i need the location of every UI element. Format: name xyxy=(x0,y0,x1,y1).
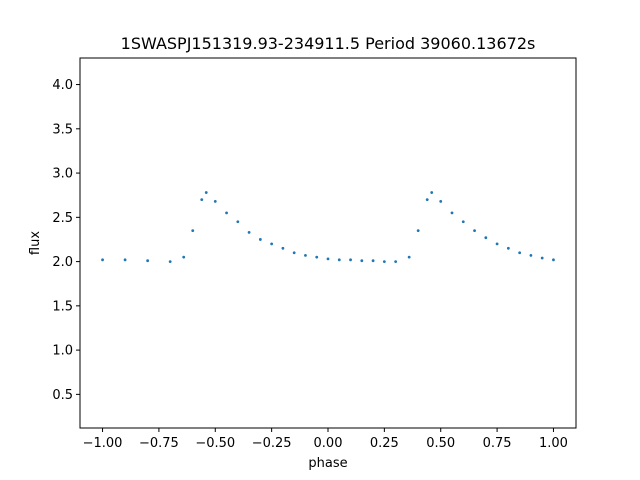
data-point xyxy=(292,251,296,255)
x-tick-label: 0.75 xyxy=(483,436,512,451)
x-tick-label: −0.75 xyxy=(139,436,179,451)
x-tick-label: 0.50 xyxy=(426,436,455,451)
data-point xyxy=(450,211,454,215)
data-point xyxy=(270,242,274,246)
data-point xyxy=(473,229,476,233)
x-axis-ticks: −1.00 −0.75 −0.50 −0.25 0.00 0.25 0.50 0.75 1.00 xyxy=(83,428,568,451)
data-point xyxy=(439,200,443,203)
data-point xyxy=(529,253,533,257)
data-point xyxy=(326,257,330,261)
data-point xyxy=(371,259,375,263)
data-point xyxy=(360,259,364,263)
data-point xyxy=(146,259,150,263)
chart-title: 1SWASPJ151319.93-234911.5 Period 39060.1… xyxy=(121,34,536,53)
data-point xyxy=(416,229,420,233)
data-point xyxy=(382,260,386,263)
data-point xyxy=(200,198,204,202)
data-point xyxy=(204,191,208,194)
data-point xyxy=(281,246,285,250)
data-point xyxy=(182,255,186,259)
data-point xyxy=(540,256,544,260)
data-point xyxy=(518,251,522,255)
data-point xyxy=(213,200,217,203)
data-point xyxy=(349,258,352,262)
data-point xyxy=(168,260,172,263)
y-axis-ticks: 0.5 1.0 1.5 2.0 2.5 3.0 3.5 4.0 xyxy=(52,78,80,403)
data-point xyxy=(258,238,262,241)
x-tick-label: −1.00 xyxy=(83,436,123,451)
y-tick-label: 2.5 xyxy=(52,211,73,226)
scatter-points xyxy=(101,191,555,263)
data-point xyxy=(123,258,127,262)
y-tick-label: 3.5 xyxy=(52,122,73,137)
data-point xyxy=(495,242,499,246)
data-point xyxy=(430,191,434,194)
data-point xyxy=(506,246,510,250)
data-point xyxy=(461,220,465,224)
data-point xyxy=(191,229,195,233)
x-axis-label: phase xyxy=(308,456,347,471)
y-tick-label: 3.0 xyxy=(52,167,73,182)
x-tick-label: −0.25 xyxy=(252,436,292,451)
y-tick-label: 1.0 xyxy=(52,344,73,359)
x-tick-label: 0.25 xyxy=(370,436,399,451)
plot-frame xyxy=(79,57,577,429)
x-tick-label: 0.00 xyxy=(314,436,343,451)
y-tick-label: 2.0 xyxy=(52,255,73,270)
y-tick-label: 0.5 xyxy=(52,388,73,403)
data-point xyxy=(236,220,240,224)
data-point xyxy=(337,258,341,262)
y-tick-label: 1.5 xyxy=(52,299,73,314)
data-point xyxy=(552,258,555,262)
x-tick-label: −0.50 xyxy=(195,436,235,451)
data-point xyxy=(247,230,251,234)
data-point xyxy=(225,211,228,215)
y-tick-label: 4.0 xyxy=(52,78,73,93)
data-point xyxy=(407,255,411,259)
data-point xyxy=(101,258,104,262)
data-point xyxy=(304,253,307,257)
data-point xyxy=(394,260,398,263)
data-point xyxy=(484,236,488,240)
data-point xyxy=(315,255,319,259)
x-tick-label: 1.00 xyxy=(539,436,568,451)
data-point xyxy=(425,198,429,202)
y-axis-label: flux xyxy=(28,231,43,255)
